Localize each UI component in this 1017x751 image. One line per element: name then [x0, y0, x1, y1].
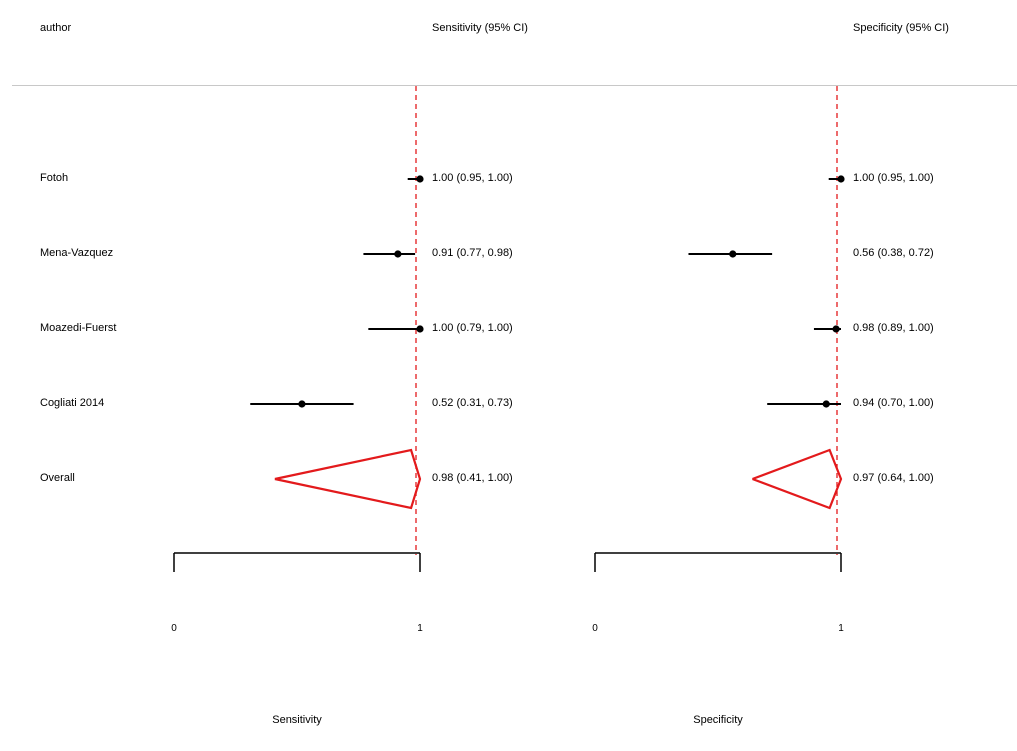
header-specificity: Specificity (95% CI) [853, 22, 949, 34]
sens-point-estimate [416, 175, 424, 183]
spec-point-estimate [837, 175, 845, 183]
header-sensitivity: Sensitivity (95% CI) [432, 22, 528, 34]
spec-ci-text: 1.00 (0.95, 1.00) [853, 172, 934, 184]
study-label: Cogliati 2014 [40, 397, 105, 409]
header-author: author [40, 22, 72, 34]
sens-summary-polygon [274, 448, 422, 510]
spec-point-estimate [832, 325, 840, 333]
sens-overall-ci-text: 0.98 (0.41, 1.00) [432, 472, 513, 484]
sens-point-estimate [416, 325, 424, 333]
header-divider [12, 85, 1017, 86]
sens-ci-text: 0.91 (0.77, 0.98) [432, 247, 513, 259]
spec-point-estimate [729, 250, 737, 258]
sens-point-estimate [298, 400, 306, 408]
spec-axis-title: Specificity [693, 714, 743, 726]
spec-ci-text: 0.98 (0.89, 1.00) [853, 322, 934, 334]
sens-tick-label-0: 0 [171, 623, 177, 634]
spec-tick-label-1: 1 [838, 623, 844, 634]
study-label: Mena-Vazquez [40, 247, 114, 259]
sens-tick-label-1: 1 [417, 623, 423, 634]
spec-point-estimate [822, 400, 830, 408]
study-label: Moazedi-Fuerst [40, 322, 117, 334]
spec-ci-text: 0.56 (0.38, 0.72) [853, 247, 934, 259]
spec-summary-polygon [752, 448, 843, 510]
spec-ci-text: 0.94 (0.70, 1.00) [853, 397, 934, 409]
sens-ci-text: 1.00 (0.95, 1.00) [432, 172, 513, 184]
sens-ci-text: 1.00 (0.79, 1.00) [432, 322, 513, 334]
spec-tick-label-0: 0 [592, 623, 598, 634]
sens-ci-text: 0.52 (0.31, 0.73) [432, 397, 513, 409]
sens-point-estimate [394, 250, 402, 258]
spec-overall-ci-text: 0.97 (0.64, 1.00) [853, 472, 934, 484]
overall-label: Overall [40, 472, 75, 484]
sens-axis-title: Sensitivity [272, 714, 322, 726]
study-label: Fotoh [40, 172, 69, 184]
